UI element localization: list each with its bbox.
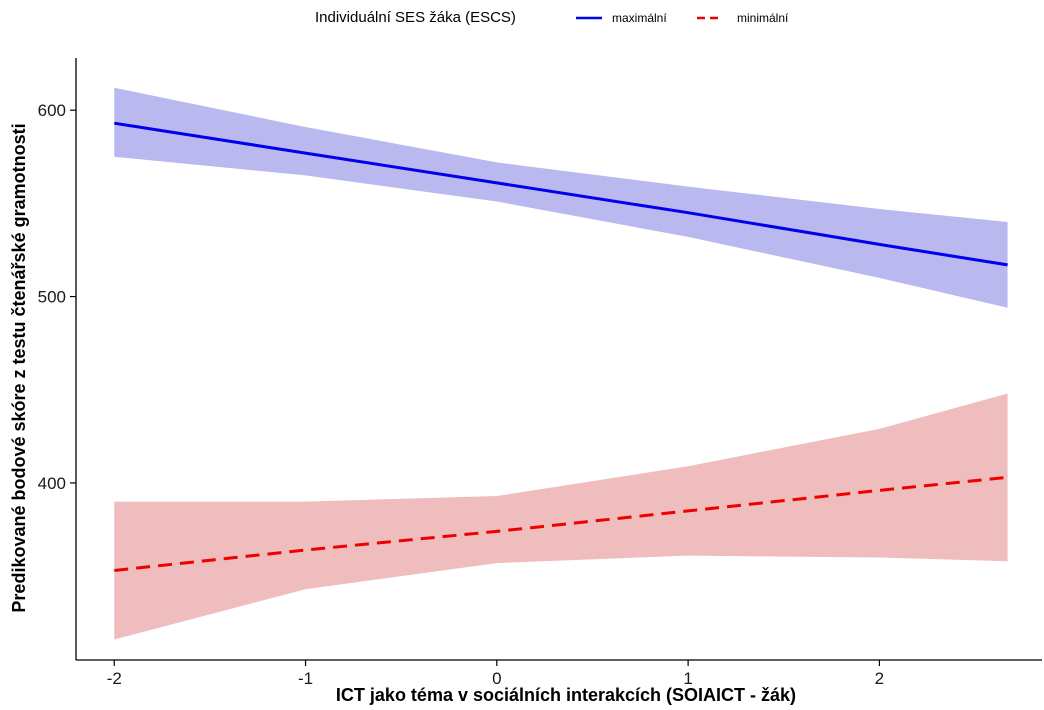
y-tick-label: 500 — [38, 288, 66, 307]
x-tick-label: -2 — [107, 669, 122, 688]
y-tick-label: 400 — [38, 474, 66, 493]
y-axis-title: Predikované bodové skóre z testu čtenářs… — [9, 123, 29, 612]
x-tick-label: 0 — [492, 669, 501, 688]
x-tick-label: -1 — [298, 669, 313, 688]
series-line-maximalni — [114, 121, 1008, 267]
legend: Individuální SES žáka (ESCS) maximální m… — [315, 9, 789, 26]
plot-area — [114, 87, 1008, 640]
x-tick-label: 2 — [875, 669, 884, 688]
axis-ticks: -2 -1 0 1 2 400 500 600 — [38, 101, 885, 688]
series-line-minimalni — [114, 475, 1008, 572]
legend-label-maximalni: maximální — [612, 11, 667, 25]
y-tick-label: 600 — [38, 101, 66, 120]
confidence-band-maximalni — [114, 87, 1008, 308]
confidence-band-minimalni — [114, 393, 1008, 640]
legend-label-minimalni: minimální — [737, 11, 789, 25]
legend-title: Individuální SES žáka (ESCS) — [315, 9, 516, 26]
x-tick-label: 1 — [683, 669, 692, 688]
x-axis-title: ICT jako téma v sociálních interakcích (… — [336, 685, 796, 705]
